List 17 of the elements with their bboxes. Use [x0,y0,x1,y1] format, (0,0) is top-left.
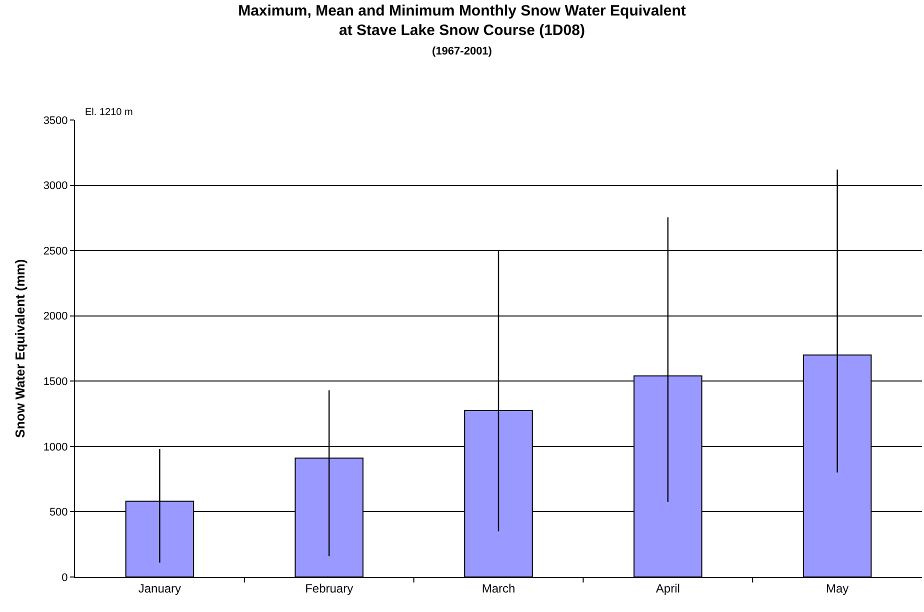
x-tick-label: January [138,581,182,596]
y-tick-label: 1000 [43,441,68,454]
x-tick-label: February [305,581,354,596]
y-axis-title: Snow Water Equivalent (mm) [12,259,28,438]
chart-title: Maximum, Mean and Minimum Monthly Snow Water Equivalent at Stave Lake Snow Course (1D08) [238,2,686,39]
x-tick-label: March [482,581,516,596]
y-tick-label: 3500 [43,114,68,127]
y-tick-label: 500 [49,506,68,519]
x-tick-label: May [826,581,849,596]
x-tick-label: April [656,581,680,596]
chart-subtitle: (1967-2001) [432,45,492,58]
y-tick-label: 2500 [43,245,68,258]
y-tick-label: 0 [62,572,68,584]
y-tick-label: 3000 [43,180,68,192]
y-tick-label: 2000 [43,310,68,323]
y-tick-label: 1500 [43,376,68,388]
text: El. 1210 m [85,107,133,118]
